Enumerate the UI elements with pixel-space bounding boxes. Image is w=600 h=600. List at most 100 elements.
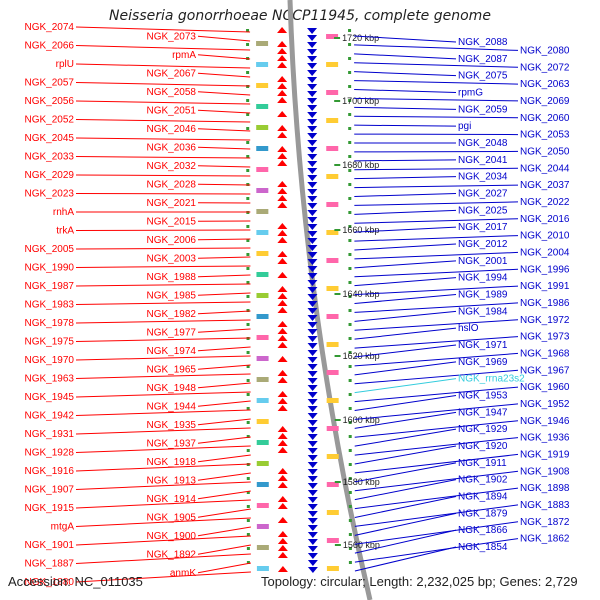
left-gene-label[interactable]: NGK_1988 [147,272,197,283]
right-gene-label[interactable]: NGK_1911 [458,458,507,469]
left-gene-label[interactable]: NGK_2003 [147,253,197,264]
right-gene-label[interactable]: NGK_2022 [520,197,570,208]
left-gene-label[interactable]: NGK_1880 [25,577,75,588]
left-gene-label[interactable]: NGK_1963 [25,374,75,385]
right-gene-label[interactable]: NGK_2080 [520,45,570,56]
right-gene-label[interactable]: NGK_2088 [458,37,508,48]
right-gene-label[interactable]: hslO [458,323,479,334]
left-gene-label[interactable]: NGK_1970 [25,355,75,366]
right-gene-label[interactable]: NGK_1960 [520,382,570,393]
left-gene-label[interactable]: NGK_1918 [147,457,197,468]
left-gene-label[interactable]: NGK_2015 [147,216,197,227]
right-gene-label[interactable]: NGK_1898 [520,483,570,494]
left-gene-label[interactable]: NGK_1915 [25,503,75,514]
right-gene-label[interactable]: NGK_1971 [458,340,508,351]
right-gene-label[interactable]: NGK_1973 [520,332,570,343]
right-gene-label[interactable]: NGK_2050 [520,146,570,157]
right-gene-label[interactable]: NGK_2087 [458,54,508,65]
left-gene-label[interactable]: NGK_1931 [25,429,75,440]
left-gene-label[interactable]: NGK_2051 [147,105,197,116]
left-gene-label[interactable]: NGK_1974 [147,346,197,357]
left-gene-label[interactable]: NGK_2032 [147,161,197,172]
left-gene-label[interactable]: NGK_1944 [147,401,197,412]
right-gene-label[interactable]: NGK_1883 [520,500,570,511]
right-gene-label[interactable]: NGK_2053 [520,130,570,141]
left-gene-label[interactable]: NGK_2057 [25,78,75,89]
left-gene-label[interactable]: NGK_1982 [147,309,197,320]
left-gene-label[interactable]: rplU [56,59,74,70]
right-gene-label[interactable]: NGK_2017 [458,222,508,233]
left-gene-label[interactable]: NGK_1942 [25,411,75,422]
right-gene-label[interactable]: NGK_2034 [458,172,508,183]
right-gene-label[interactable]: NGK_rrna23s2 [458,374,525,385]
left-gene-label[interactable]: NGK_2067 [147,68,197,79]
right-gene-label[interactable]: NGK_1969 [458,357,508,368]
right-gene-label[interactable]: NGK_1872 [520,517,570,528]
left-gene-label[interactable]: NGK_2066 [25,41,75,52]
right-gene-label[interactable]: NGK_2048 [458,138,508,149]
left-gene-label[interactable]: rnhA [53,207,74,218]
right-gene-label[interactable]: NGK_1994 [458,273,508,284]
left-gene-label[interactable]: rpmA [172,50,196,61]
left-gene-label[interactable]: NGK_2006 [147,235,197,246]
left-gene-label[interactable]: NGK_2033 [25,152,75,163]
left-gene-label[interactable]: NGK_1948 [147,383,197,394]
right-gene-label[interactable]: NGK_1908 [520,466,570,477]
right-gene-label[interactable]: NGK_1968 [520,348,570,359]
left-gene-label[interactable]: NGK_1913 [147,475,197,486]
left-gene-label[interactable]: NGK_1990 [25,263,75,274]
right-gene-label[interactable]: NGK_2027 [458,189,508,200]
right-gene-label[interactable]: NGK_2016 [520,214,570,225]
left-gene-label[interactable]: NGK_2073 [147,31,197,42]
right-gene-label[interactable]: NGK_2041 [458,155,508,166]
right-gene-label[interactable]: NGK_1894 [458,492,508,503]
left-gene-label[interactable]: NGK_2028 [147,179,197,190]
left-gene-label[interactable]: NGK_2056 [25,96,75,107]
right-gene-label[interactable]: NGK_1953 [458,391,508,402]
right-gene-label[interactable]: NGK_1947 [458,407,508,418]
left-gene-label[interactable]: NGK_1914 [147,494,197,505]
right-gene-label[interactable]: NGK_1972 [520,315,570,326]
right-gene-label[interactable]: NGK_1989 [458,290,508,301]
left-gene-label[interactable]: trkA [56,226,74,237]
left-gene-label[interactable]: NGK_1928 [25,448,75,459]
right-gene-label[interactable]: NGK_1862 [520,534,570,545]
left-gene-label[interactable]: NGK_2046 [147,124,197,135]
right-gene-label[interactable]: rpmG [458,88,483,99]
right-gene-label[interactable]: NGK_1866 [458,525,508,536]
right-gene-label[interactable]: NGK_2075 [458,71,508,82]
right-gene-label[interactable]: NGK_1991 [520,281,570,292]
right-gene-label[interactable]: NGK_1854 [458,542,508,553]
left-gene-label[interactable]: NGK_2023 [25,189,75,200]
right-gene-label[interactable]: pgi [458,121,471,132]
left-gene-label[interactable]: NGK_1987 [25,281,75,292]
right-gene-label[interactable]: NGK_2060 [520,113,570,124]
left-gene-label[interactable]: NGK_2005 [25,244,75,255]
left-gene-label[interactable]: NGK_1892 [147,549,197,560]
left-gene-label[interactable]: NGK_1945 [25,392,75,403]
left-gene-label[interactable]: NGK_1975 [25,337,75,348]
right-gene-label[interactable]: NGK_2063 [520,79,570,90]
right-gene-label[interactable]: NGK_2025 [458,205,508,216]
left-gene-label[interactable]: NGK_1916 [25,466,75,477]
right-gene-label[interactable]: NGK_1996 [520,264,570,275]
right-gene-label[interactable]: NGK_1946 [520,416,570,427]
left-gene-label[interactable]: NGK_1985 [147,290,197,301]
right-gene-label[interactable]: NGK_1984 [458,306,508,317]
right-gene-label[interactable]: NGK_2044 [520,163,570,174]
right-gene-label[interactable]: NGK_2001 [458,256,508,267]
right-gene-label[interactable]: NGK_1879 [458,508,508,519]
left-gene-label[interactable]: NGK_1907 [25,485,75,496]
right-gene-label[interactable]: NGK_2069 [520,96,570,107]
left-gene-label[interactable]: NGK_2074 [25,22,75,33]
right-gene-label[interactable]: NGK_1952 [520,399,570,410]
right-gene-label[interactable]: NGK_2004 [520,247,570,258]
right-gene-label[interactable]: NGK_1929 [458,424,508,435]
left-gene-label[interactable]: NGK_1901 [25,540,75,551]
left-gene-label[interactable]: NGK_1983 [25,300,75,311]
left-gene-label[interactable]: NGK_1965 [147,364,197,375]
right-gene-label[interactable]: NGK_1920 [458,441,508,452]
left-gene-label[interactable]: NGK_2036 [147,142,197,153]
right-gene-label[interactable]: NGK_2037 [520,180,570,191]
right-gene-label[interactable]: NGK_2059 [458,104,508,115]
